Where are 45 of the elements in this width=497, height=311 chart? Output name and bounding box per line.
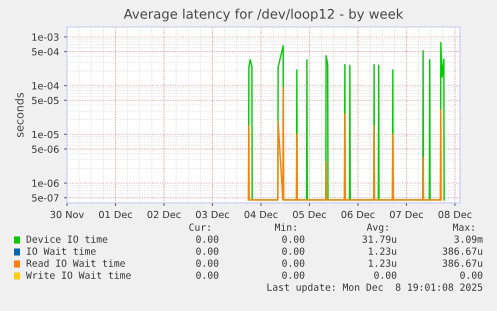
text: 0.00 [196,247,218,255]
y-tick-label: 1e-06 [32,180,59,187]
text: 0.00 [282,235,304,243]
text: Min: [274,223,296,231]
text: 3.09m [454,235,483,243]
text: 0.00 [196,235,218,243]
y-tick-label: 5e-04 [32,48,59,56]
text: Max: [452,224,474,231]
x-tick-label: 05 Dec [292,210,326,218]
y-tick-label: 5e-07 [32,194,59,202]
legend-label: Write IO Wait time [26,271,131,279]
legend-label: Read IO Wait time [26,259,125,267]
x-tick-label: 04 Dec [244,210,278,218]
text: 386.67u [442,247,482,255]
text: 1.23u [368,259,396,267]
text: Last update: Mon Dec 8 19:01:08 2025 [267,283,482,293]
legend-label: Device IO time [26,235,108,243]
x-tick-label: 30 Nov [50,210,84,218]
text: Cur: [189,223,210,231]
text: 386.67u [442,259,482,267]
x-tick-label: 08 Dec [438,210,472,218]
text: 0.00 [196,271,218,279]
y-tick-label: 1e-03 [32,33,59,41]
text: 31.79u [362,235,396,243]
line-series [248,87,442,201]
text: 0.00 [196,259,218,267]
text: 0.00 [374,271,396,279]
x-tick-label: 01 Dec [98,210,132,218]
y-tick-label: 5e-06 [32,146,59,153]
text: 0.00 [460,271,482,279]
legend-label: IO Wait time [26,247,96,255]
x-tick-label: 03 Dec [196,210,230,218]
y-axis-title: seconds [15,92,24,138]
y-tick-label: 1e-05 [32,130,59,138]
chart-title: Average latency for /dev/loop12 - by week [124,8,404,22]
x-tick-label: 06 Dec [341,210,374,218]
x-tick-label: 02 Dec [147,210,181,218]
text: 0.00 [282,271,304,279]
y-tick-label: 1e-04 [32,82,59,90]
text: 1.23u [368,247,396,255]
text: 0.00 [282,247,304,255]
text: 0.00 [282,259,304,267]
text: Avg: [366,224,388,233]
x-tick-label: 07 Dec [390,210,423,218]
y-tick-label: 5e-05 [32,96,59,104]
